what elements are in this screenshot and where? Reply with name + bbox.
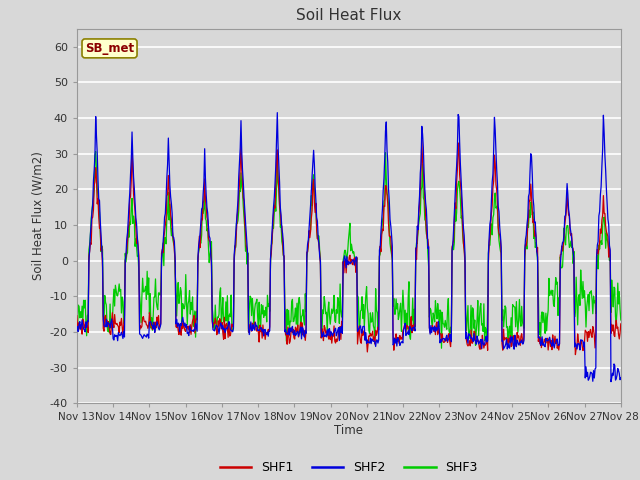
Legend: SHF1, SHF2, SHF3: SHF1, SHF2, SHF3 xyxy=(214,456,483,480)
Title: Soil Heat Flux: Soil Heat Flux xyxy=(296,9,401,24)
Text: SB_met: SB_met xyxy=(85,42,134,55)
Y-axis label: Soil Heat Flux (W/m2): Soil Heat Flux (W/m2) xyxy=(31,152,44,280)
X-axis label: Time: Time xyxy=(334,424,364,437)
